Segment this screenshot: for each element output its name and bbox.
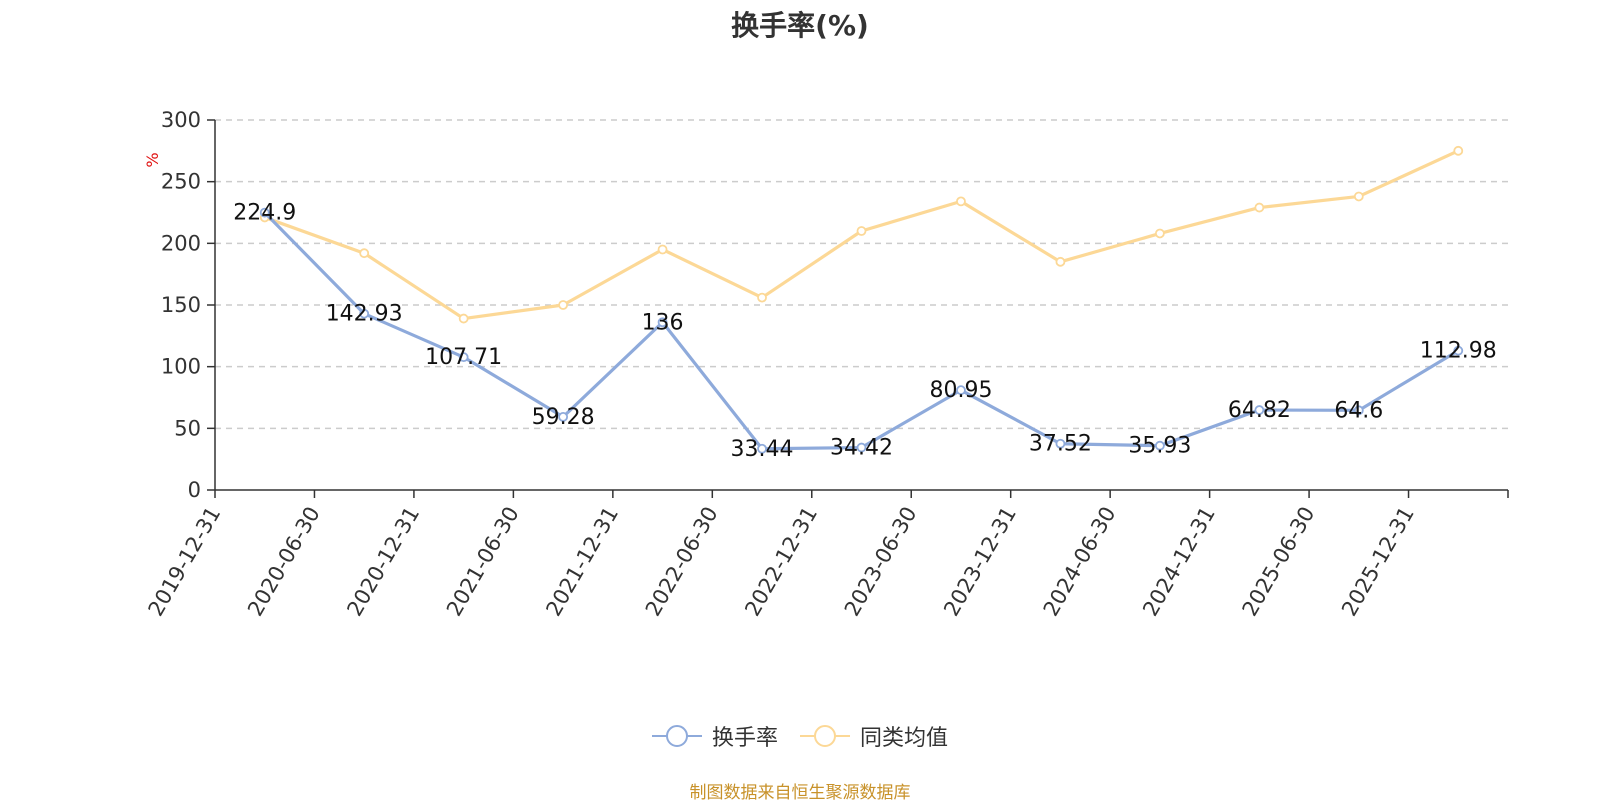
data-point — [1254, 405, 1265, 415]
data-point — [956, 385, 966, 396]
x-tick-label: 2021-06-30 — [442, 503, 524, 621]
legend-swatch-icon — [800, 725, 850, 747]
series-lines — [259, 145, 1464, 454]
data-label: 64.6 — [1334, 398, 1383, 423]
x-tick-label: 2024-06-30 — [1039, 503, 1121, 621]
data-label: 112.98 — [1420, 339, 1497, 364]
data-label: 37.52 — [1029, 432, 1092, 457]
data-point — [458, 313, 469, 324]
data-point — [1154, 228, 1165, 239]
data-point — [558, 411, 569, 422]
x-tick-label: 2024-12-31 — [1138, 503, 1220, 621]
x-tick-label: 2025-12-31 — [1337, 503, 1419, 621]
data-point — [558, 300, 569, 310]
y-tick-label: 200 — [161, 231, 201, 255]
data-point — [1154, 440, 1165, 451]
data-label: 33.44 — [731, 437, 794, 462]
data-label: 34.42 — [830, 436, 893, 461]
data-label: 224.9 — [233, 201, 296, 226]
x-tick-label: 2021-12-31 — [541, 503, 623, 621]
y-tick-label: 0 — [188, 478, 201, 502]
legend-item[interactable]: 同类均值 — [800, 720, 948, 752]
x-tick-label: 2023-06-30 — [840, 503, 922, 621]
data-point — [856, 442, 867, 453]
y-tick-label: 150 — [161, 293, 201, 317]
x-tick-label: 2020-12-31 — [342, 503, 424, 621]
data-point — [1353, 405, 1364, 416]
data-point — [1453, 145, 1464, 156]
legend-swatch-icon — [651, 725, 702, 747]
data-point — [657, 317, 668, 328]
legend-label: 换手率 — [711, 726, 778, 751]
y-axis-label: % — [143, 152, 162, 167]
chart-title: 换手率(%) — [731, 9, 869, 42]
data-label: 59.28 — [532, 405, 595, 430]
x-tick-label: 2025-06-30 — [1238, 503, 1320, 621]
legend: 换手率 同类均值 — [0, 720, 1600, 752]
data-point — [1055, 438, 1066, 449]
data-label: 35.93 — [1128, 434, 1191, 459]
data-label: 80.95 — [929, 378, 992, 403]
y-tick-label: 50 — [174, 416, 201, 440]
data-label: 64.82 — [1228, 398, 1291, 423]
data-point — [458, 352, 469, 363]
x-tick-label: 2022-12-31 — [740, 503, 822, 621]
y-tick-label: 250 — [161, 170, 201, 194]
grid-lines — [215, 119, 1508, 430]
data-point — [1453, 345, 1464, 356]
data-point — [359, 308, 370, 319]
x-tick-label: 2019-12-31 — [144, 503, 226, 621]
y-tick-label: 100 — [161, 355, 201, 379]
legend-item[interactable]: 换手率 — [651, 720, 778, 752]
x-tick-label: 2020-06-30 — [243, 503, 325, 621]
source-note: 制图数据来自恒生聚源数据库 — [689, 783, 911, 803]
data-label: 142.93 — [326, 302, 403, 327]
data-point — [1353, 191, 1364, 202]
data-point — [657, 244, 668, 255]
data-point — [757, 292, 767, 303]
data-point — [1254, 202, 1265, 213]
legend-label: 同类均值 — [860, 726, 949, 751]
x-tick-label: 2023-12-31 — [939, 503, 1021, 621]
data-point — [259, 207, 270, 218]
data-point — [359, 248, 370, 259]
data-point — [856, 226, 867, 236]
data-point — [757, 443, 767, 454]
data-label: 107.71 — [425, 345, 502, 370]
x-tick-label: 2022-06-30 — [641, 503, 723, 621]
data-point — [1055, 256, 1066, 267]
data-labels: 224.9 142.93 107.71 59.28 136 33.44 34.42 80.95… — [233, 201, 1497, 462]
data-point — [956, 196, 966, 207]
data-label: 136 — [642, 310, 684, 335]
y-tick-label: 300 — [161, 108, 201, 132]
